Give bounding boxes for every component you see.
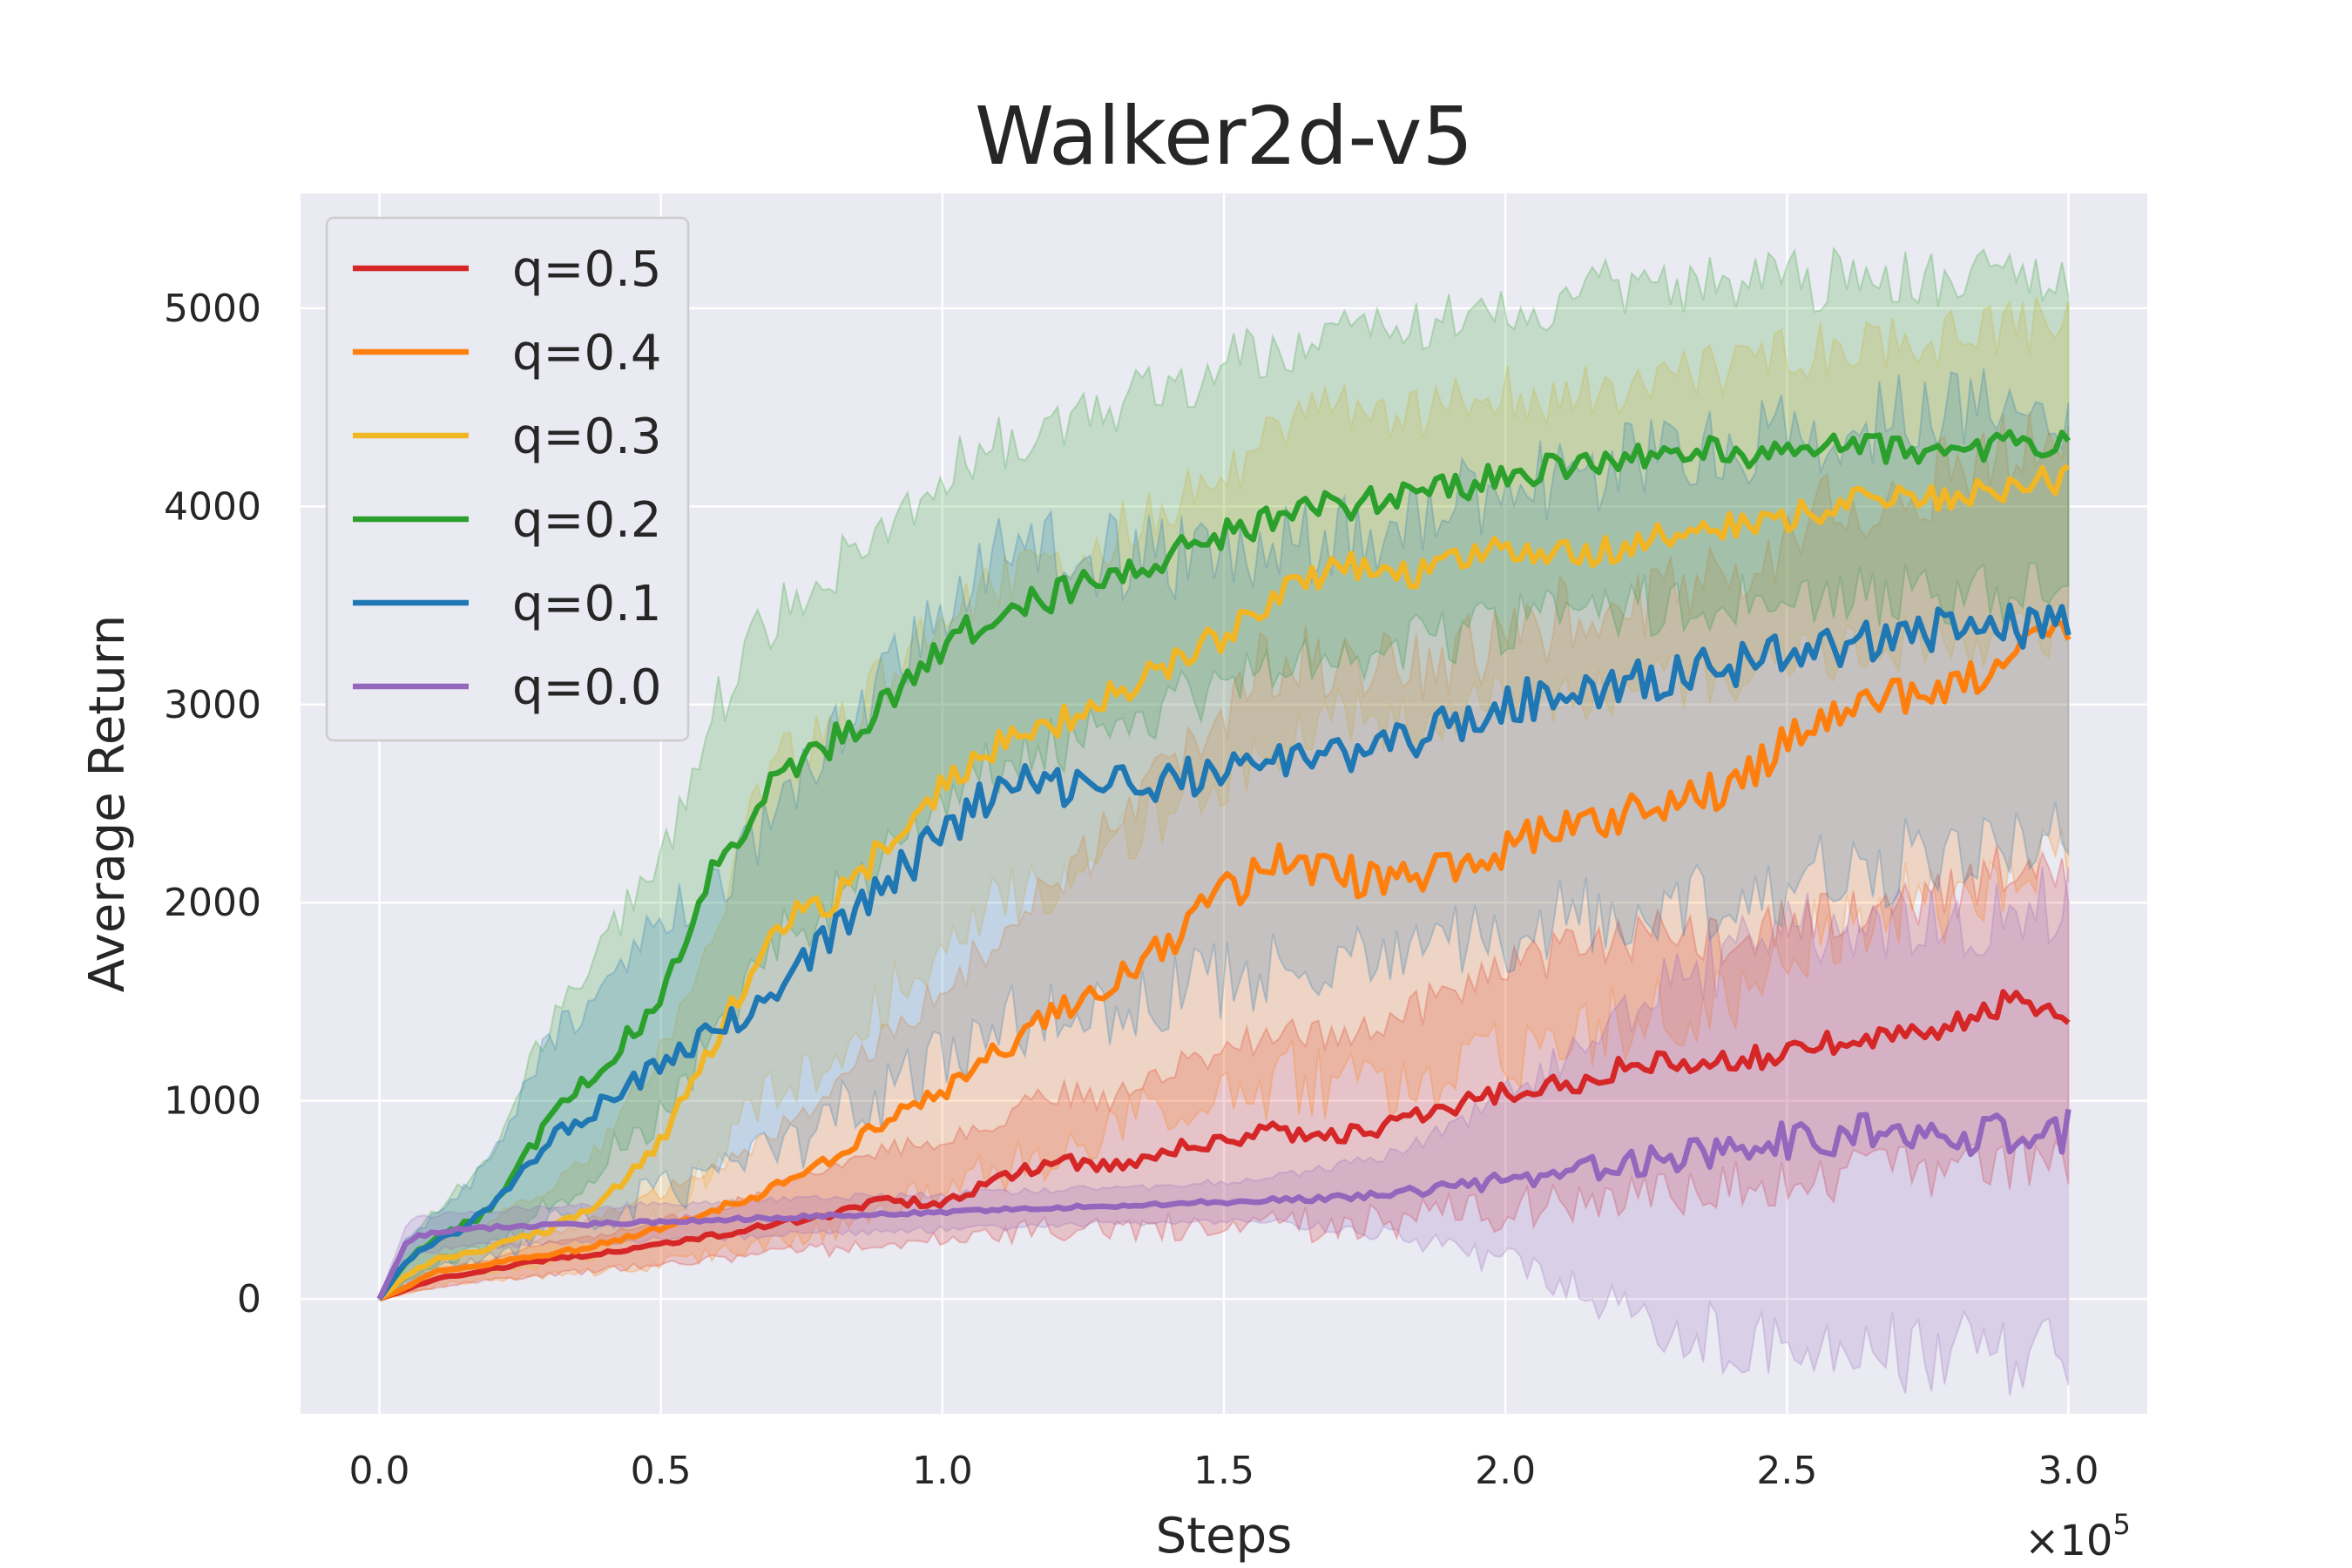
x-tick-label: 0.5	[631, 1449, 692, 1493]
x-tick-label: 3.0	[2038, 1449, 2099, 1493]
band-q=0.4	[378, 411, 2070, 1301]
chart-title: Walker2d-v5	[975, 90, 1473, 183]
y-tick-label: 1000	[164, 1079, 261, 1124]
x-scale-base: ×10	[2024, 1517, 2112, 1565]
legend-label: q=0.3	[512, 409, 662, 465]
y-axis-ticks: 0 1000 2000 3000 4000 5000	[164, 287, 261, 1321]
legend-label: q=0.5	[512, 241, 662, 298]
y-tick-label: 5000	[164, 287, 261, 331]
band-q=0.5	[379, 845, 2070, 1301]
x-axis-ticks: 0.0 0.5 1.0 1.5 2.0 2.5 3.0	[348, 1449, 2099, 1493]
series-line-q=0.3	[377, 463, 2071, 1301]
x-axis-scale-label: ×105	[2024, 1508, 2131, 1565]
x-scale-exponent: 5	[2112, 1508, 2130, 1541]
legend-label: q=0.0	[512, 659, 662, 716]
series-line-q=0.0	[376, 1108, 2072, 1301]
series-line-q=0.4	[378, 619, 2072, 1302]
legend: q=0.5 q=0.4 q=0.3 q=0.2 q=0.1 q=0.0	[325, 216, 690, 742]
y-tick-label: 0	[237, 1277, 261, 1321]
y-axis-label: Average Return	[79, 615, 136, 993]
series-lines	[376, 429, 2072, 1302]
legend-box	[325, 216, 690, 742]
x-tick-label: 1.5	[1193, 1449, 1254, 1493]
x-tick-label: 2.0	[1475, 1449, 1536, 1493]
series-line-q=0.2	[376, 429, 2072, 1301]
series-line-q=0.5	[378, 989, 2071, 1302]
legend-label: q=0.1	[512, 576, 662, 632]
x-axis-label: Steps	[1156, 1508, 1293, 1565]
x-tick-label: 2.5	[1756, 1449, 1817, 1493]
y-tick-label: 4000	[164, 484, 261, 529]
y-tick-label: 3000	[164, 683, 261, 727]
legend-label: q=0.2	[512, 492, 662, 549]
legend-label: q=0.4	[512, 325, 662, 382]
series-line-q=0.1	[376, 602, 2072, 1301]
x-tick-label: 0.0	[348, 1449, 409, 1493]
x-tick-label: 1.0	[912, 1449, 973, 1493]
y-tick-label: 2000	[164, 881, 261, 925]
